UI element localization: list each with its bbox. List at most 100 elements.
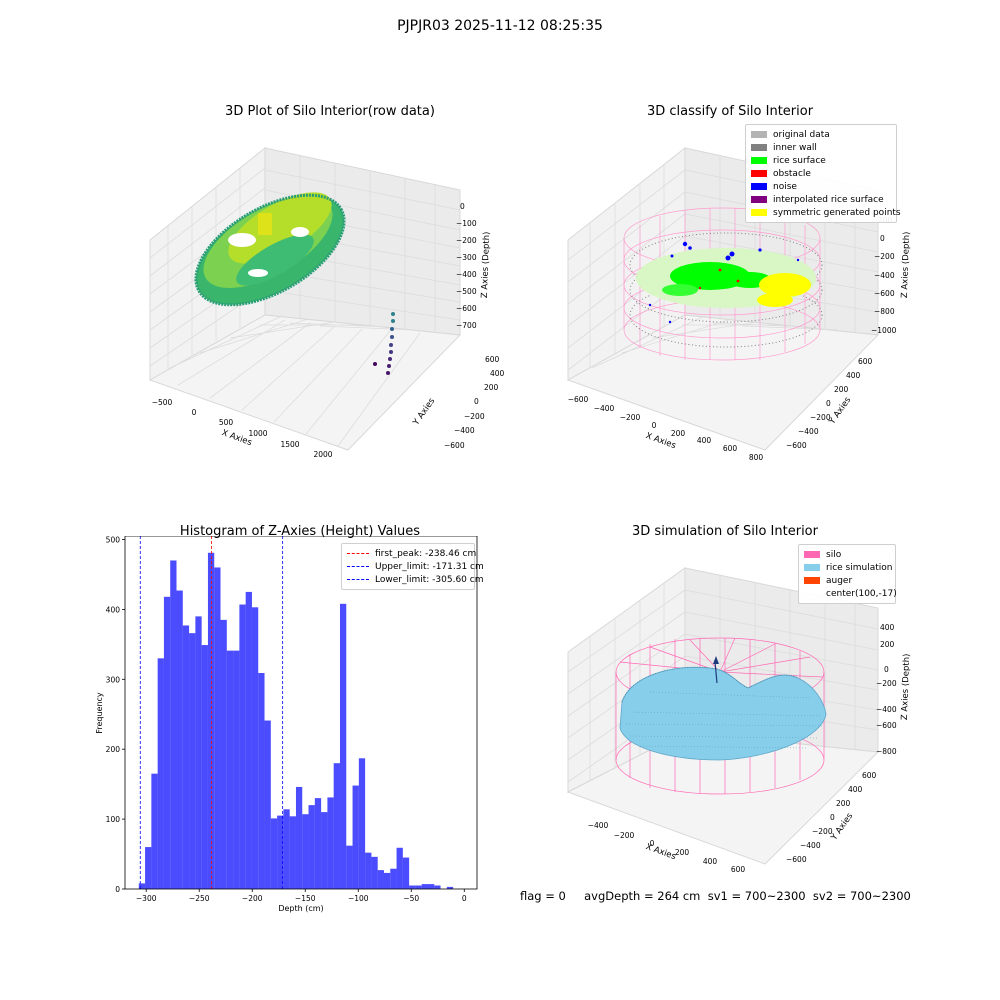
plot2-y-tick: 200 bbox=[834, 385, 849, 394]
plot4-3d-surface: 400 200 0 −200 −400 −600 −800 Z Axies (D… bbox=[566, 567, 912, 874]
histogram-bar bbox=[308, 805, 315, 889]
histogram-bar bbox=[258, 673, 265, 889]
plot1-3d-scatter: 0 −100 −200 −300 −400 −500 −600 −700 Z A… bbox=[148, 146, 505, 459]
plot2-legend-label: obstacle bbox=[773, 168, 811, 179]
histogram-x-tick-label: −50 bbox=[403, 894, 419, 903]
histogram-bar bbox=[352, 785, 359, 889]
histogram-x-label: Depth (cm) bbox=[278, 904, 323, 913]
plot4-z-tick: −400 bbox=[876, 705, 897, 714]
plot3-legend-item: Lower_limit: -305.60 cm bbox=[347, 573, 483, 586]
plot3-legend: first_peak: -238.46 cm Upper_limit: -171.… bbox=[341, 543, 484, 590]
histogram-bar bbox=[434, 885, 441, 889]
plot2-legend-item: obstacle bbox=[751, 167, 891, 180]
histogram-bar bbox=[415, 885, 422, 889]
plot4-auger bbox=[713, 656, 719, 684]
plot4-z-tick: −800 bbox=[876, 747, 897, 756]
plot2-x-tick: 400 bbox=[697, 436, 712, 445]
plot4-x-tick: 400 bbox=[703, 857, 718, 866]
plot2-legend-item: interpolated rice surface bbox=[751, 193, 891, 206]
plot4-y-tick: 600 bbox=[862, 771, 877, 780]
plot1-x-tick: 1000 bbox=[248, 429, 267, 438]
histogram-bar bbox=[201, 645, 208, 889]
plot4-legend-swatch bbox=[804, 551, 820, 558]
figure-title: PJPJR03 2025-11-12 08:25:35 bbox=[397, 18, 603, 34]
plot4-y-tick: 200 bbox=[836, 799, 851, 808]
histogram-bar bbox=[151, 773, 158, 889]
plot2-x-tick: 600 bbox=[723, 444, 738, 453]
plot2-z-tick: −400 bbox=[874, 271, 895, 280]
plot2-z-label: Z Axies (Depth) bbox=[900, 231, 912, 298]
histogram-bar bbox=[176, 590, 183, 889]
plot4-legend-label: auger bbox=[826, 575, 853, 586]
plot4-y-tick: 0 bbox=[830, 813, 835, 822]
histogram-x-tick-label: 0 bbox=[462, 894, 467, 903]
histogram-x-tick-label: −250 bbox=[189, 894, 210, 903]
plot2-legend-item: inner wall bbox=[751, 141, 891, 154]
histogram-bar bbox=[321, 812, 328, 889]
plot2-z-tick: −1000 bbox=[871, 326, 897, 335]
histogram-y-tick-label: 300 bbox=[106, 675, 121, 684]
histogram-bar bbox=[214, 567, 221, 889]
plot1-z-tick: −600 bbox=[456, 304, 477, 313]
histogram-bar bbox=[226, 650, 234, 889]
plot4-x-tick: −400 bbox=[588, 821, 609, 830]
plot1-y-tick: 600 bbox=[485, 355, 500, 364]
plot1-z-tick: −200 bbox=[456, 236, 477, 245]
histogram-bar bbox=[163, 596, 171, 889]
plot4-z-tick: 200 bbox=[880, 640, 895, 649]
plot2-y-tick: 400 bbox=[846, 371, 861, 380]
plot2-legend-label: interpolated rice surface bbox=[773, 194, 884, 205]
plot3-legend-swatch bbox=[347, 579, 369, 580]
plot2-legend-item: noise bbox=[751, 180, 891, 193]
plot4-y-tick: −200 bbox=[812, 827, 833, 836]
plot4-legend-label: rice simulation bbox=[826, 562, 893, 573]
plot1-auger-points bbox=[373, 312, 395, 375]
plot4-legend-swatch bbox=[804, 577, 820, 584]
histogram-x-tick-label: −300 bbox=[136, 894, 157, 903]
plot2-legend-swatch bbox=[751, 196, 767, 203]
plot1-y-tick: −600 bbox=[444, 441, 465, 450]
plot1-x-tick: 1500 bbox=[280, 440, 299, 449]
plot4-legend-swatch bbox=[804, 590, 820, 597]
plot1-x-tick: 500 bbox=[219, 418, 234, 427]
plot4-title: 3D simulation of Silo Interior bbox=[632, 524, 818, 539]
plot2-legend-label: noise bbox=[773, 181, 797, 192]
histogram-bar bbox=[289, 816, 296, 889]
plot3-legend-swatch bbox=[347, 566, 369, 567]
plot4-y-tick: −400 bbox=[800, 841, 821, 850]
histogram-bar bbox=[189, 633, 196, 889]
histogram-bar bbox=[371, 856, 378, 889]
plot2-legend-swatch bbox=[751, 170, 767, 177]
plot1-y-tick: 400 bbox=[490, 369, 505, 378]
plot4-x-tick: 0 bbox=[650, 839, 655, 848]
plot2-y-tick: 0 bbox=[826, 399, 831, 408]
plot4-x-tick: 200 bbox=[675, 848, 690, 857]
plot2-legend-item: rice surface bbox=[751, 154, 891, 167]
plot4-x-label: X Axies bbox=[644, 842, 677, 862]
plot3-legend-item: Upper_limit: -171.31 cm bbox=[347, 560, 484, 573]
plot4-legend-swatch bbox=[804, 564, 820, 571]
histogram-bar bbox=[138, 883, 146, 889]
histogram-bar bbox=[377, 870, 384, 889]
plot4-legend-item: rice simulation bbox=[804, 561, 893, 574]
plot2-legend-label: rice surface bbox=[773, 155, 826, 166]
histogram-bar bbox=[358, 758, 366, 889]
plot2-legend: original data inner wall rice surface obsta… bbox=[745, 124, 901, 223]
plot4-legend: silo rice simulation auger center(100,-17) bbox=[798, 544, 897, 604]
histogram-y-tick-label: 200 bbox=[106, 745, 121, 754]
plot4-legend-label: center(100,-17) bbox=[826, 588, 897, 599]
plot1-z-tick: −100 bbox=[456, 219, 477, 228]
histogram-bar bbox=[239, 604, 246, 889]
plot2-x-tick: −200 bbox=[620, 413, 641, 422]
histogram-y-tick-label: 500 bbox=[106, 536, 121, 544]
plot4-z-tick: 400 bbox=[880, 623, 895, 632]
plot2-legend-swatch bbox=[751, 131, 767, 138]
histogram-bar bbox=[295, 786, 303, 889]
plot1-y-tick: −400 bbox=[454, 426, 475, 435]
plot2-x-tick: 0 bbox=[652, 421, 657, 430]
histogram-bar bbox=[302, 814, 309, 889]
plot4-rice-surface bbox=[619, 666, 827, 761]
plot2-y-tick: −200 bbox=[810, 413, 831, 422]
plot3-histogram: −300 −250 −200 −150 −100 −50 0 0 100 200 300 400 50… bbox=[95, 536, 478, 913]
plot2-legend-item: symmetric generated points bbox=[751, 206, 901, 219]
